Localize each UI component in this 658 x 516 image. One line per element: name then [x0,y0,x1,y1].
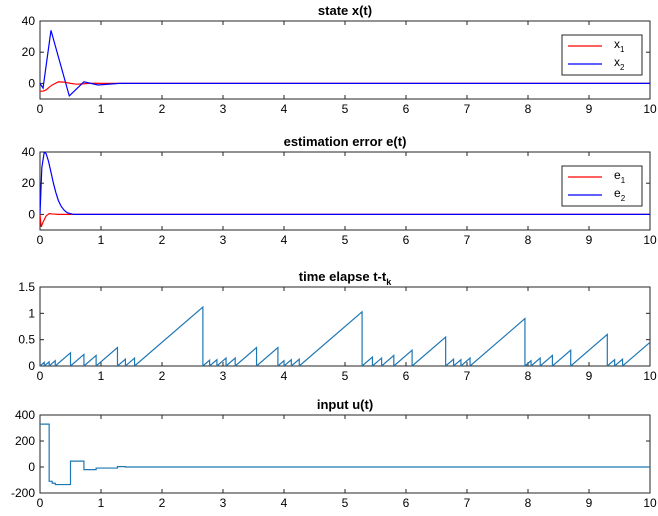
legend-label-subscript: 1 [621,176,626,185]
x-tick-label: 7 [464,102,471,116]
y-tick-label: 0 [28,76,35,90]
y-tick-label: -200 [11,486,35,500]
x-tick-label: 4 [281,102,288,116]
x-tick-label: 1 [98,233,105,247]
legend-label-name: e [614,186,621,200]
x-tick-label: 0 [37,102,44,116]
y-tick-label: 0 [28,359,35,373]
x-tick-label: 9 [586,233,593,247]
x-tick-label: 3 [220,369,227,383]
y-tick-label: 20 [22,176,36,190]
y-tick-label: 0.5 [18,333,35,347]
axes-box [39,151,651,231]
x-tick-label: 7 [464,369,471,383]
legend-box [561,34,643,76]
x-tick-label: 0 [37,496,44,510]
legend-label-name: e [614,168,621,182]
x-tick-label: 6 [403,233,410,247]
legend-label-subscript: 1 [620,45,625,54]
x-tick-label: 8 [525,369,532,383]
axes-box [39,414,651,494]
legend-label-subscript: 2 [621,194,626,203]
x-tick-label: 3 [220,496,227,510]
legend-label: x1 [614,37,625,54]
x-tick-label: 4 [281,233,288,247]
axes-box [39,20,651,100]
legend-label-subscript: 2 [620,63,625,72]
legend-label-name: x [614,37,620,51]
x-tick-label: 10 [643,102,657,116]
series-line-1 [40,423,650,486]
x-tick-label: 7 [464,233,471,247]
x-tick-label: 6 [403,102,410,116]
series-line-1 [40,305,650,366]
chart-title-text: estimation error e(t) [284,134,407,149]
y-tick-label: 400 [15,408,35,422]
x-tick-label: 8 [525,233,532,247]
y-tick-label: 20 [22,45,36,59]
chart-title-text: input u(t) [317,397,373,412]
x-tick-label: 2 [159,233,166,247]
x-tick-label: 0 [37,233,44,247]
y-tick-label: 0 [28,207,35,221]
chart-title: time elapse t-tk [299,269,392,287]
chart-title: state x(t) [318,3,372,18]
y-tick-label: 1.5 [18,280,35,294]
y-tick-label: 40 [22,14,36,28]
x-tick-label: 9 [586,102,593,116]
legend-box [561,165,643,207]
subplot-2: estimation error e(t)0 1 2 3 4 5 6 7 8 9 1002040e1… [22,134,657,247]
x-tick-label: 3 [220,233,227,247]
legend-label: x2 [614,55,625,72]
series-line-2 [40,30,650,98]
x-tick-label: 4 [281,496,288,510]
x-tick-label: 5 [342,496,349,510]
x-tick-label: 2 [159,369,166,383]
x-tick-label: 0 [37,369,44,383]
x-tick-label: 8 [525,102,532,116]
x-tick-label: 5 [342,369,349,383]
x-tick-label: 6 [403,369,410,383]
chart-title: estimation error e(t) [284,134,407,149]
x-tick-label: 1 [98,369,105,383]
x-tick-label: 5 [342,233,349,247]
x-tick-label: 2 [159,496,166,510]
legend-label-name: x [614,55,620,69]
x-tick-label: 9 [586,496,593,510]
x-tick-label: 1 [98,102,105,116]
x-tick-label: 9 [586,369,593,383]
subplot-3: time elapse t-tk 0 1 2 3 4 5 6 7 8 9 10 0 0.5 1 1.5 [18,269,657,383]
x-tick-label: 3 [220,102,227,116]
y-tick-label: 40 [22,145,36,159]
x-tick-label: 5 [342,102,349,116]
x-tick-label: 10 [643,233,657,247]
y-tick-label: 0 [28,460,35,474]
y-tick-label: 200 [15,434,35,448]
series-line-2 [40,152,650,215]
x-tick-label: 10 [643,369,657,383]
x-tick-label: 7 [464,496,471,510]
x-tick-label: 1 [98,496,105,510]
x-tick-label: 8 [525,496,532,510]
legend-label: e2 [614,186,626,203]
x-tick-label: 2 [159,102,166,116]
x-tick-label: 6 [403,496,410,510]
series-line-1 [40,212,650,228]
chart-title-text: time elapse t-t [299,269,387,284]
chart-title-subscript: k [386,277,392,287]
y-tick-label: 1 [28,306,35,320]
x-tick-label: 10 [643,496,657,510]
legend-label: e1 [614,168,626,185]
chart-title-text: state x(t) [318,3,372,18]
x-tick-label: 4 [281,369,288,383]
chart-title: input u(t) [317,397,373,412]
